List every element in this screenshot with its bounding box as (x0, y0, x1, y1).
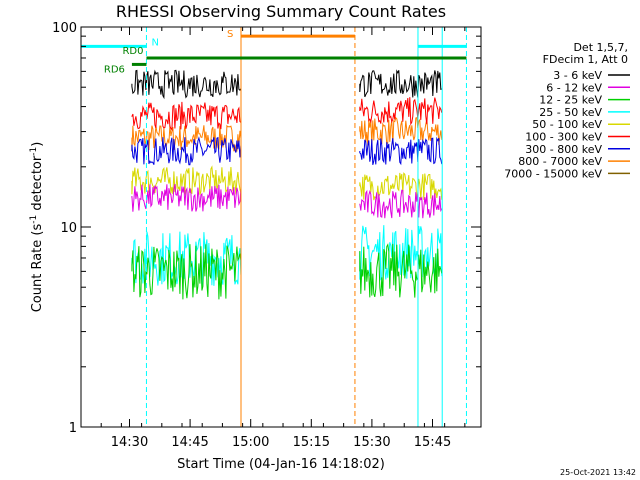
legend-header: Det 1,5,7, (573, 41, 628, 54)
chart-title: RHESSI Observing Summary Count Rates (116, 2, 446, 21)
x-tick-label: 14:45 (171, 435, 208, 450)
trace-800-7000keV (359, 116, 443, 146)
legend-header: FDecim 1, Att 0 (543, 53, 628, 66)
legend-entry: 3 - 6 keV (553, 69, 602, 82)
y-axis-label-mid: detector (30, 155, 45, 215)
interval-label: N (151, 37, 158, 48)
legend-entry: 25 - 50 keV (539, 106, 602, 119)
trace-3-6keV (131, 69, 242, 100)
legend-entry: 300 - 800 keV (525, 143, 602, 156)
trace-6-12keV (131, 184, 242, 212)
y-tick-label: 1 (69, 421, 77, 436)
y-tick-label: 10 (60, 221, 77, 236)
legend-entry: 7000 - 15000 keV (504, 167, 602, 180)
legend-entry: 12 - 25 keV (539, 94, 602, 107)
axes-layer: 14:30 14:45 15:00 15:15 15:30 15:45 1 10 100 (52, 21, 481, 450)
data-layer: N S RD0 RD6 (80, 27, 467, 427)
y-axis-label-sup1: -1 (29, 215, 39, 224)
timestamp-label: 25-Oct-2021 13:42 (560, 468, 636, 477)
x-tick-label: 15:00 (232, 435, 269, 450)
y-axis-label-main: Count Rate (s (30, 224, 45, 313)
legend-entry: 800 - 7000 keV (518, 155, 602, 168)
y-axis-label-end: ) (30, 142, 45, 147)
trace-300-800keV (131, 136, 242, 166)
trace-25-50keV (359, 225, 443, 281)
trace-300-800keV (359, 136, 443, 166)
trace-12-25keV (131, 244, 242, 300)
x-tick-label: 15:45 (414, 435, 451, 450)
interval-label: RD6 (104, 64, 125, 75)
x-tick-label: 15:30 (353, 435, 390, 450)
trace-100-300keV (359, 97, 443, 126)
trace-12-25keV (359, 243, 443, 298)
interval-label: S (227, 29, 233, 40)
x-axis-label: Start Time (04-Jan-16 14:18:02) (177, 457, 385, 472)
y-tick-label: 100 (52, 21, 77, 36)
trace-6-12keV (359, 189, 443, 219)
x-tick-label: 14:30 (111, 435, 148, 450)
y-axis-label-sup2: -1 (29, 147, 39, 156)
y-axis-label: Count Rate (s-1 detector-1) (29, 142, 45, 313)
legend-entry: 50 - 100 keV (532, 118, 602, 131)
x-tick-label: 15:15 (293, 435, 330, 450)
legend-entry: 100 - 300 keV (525, 131, 602, 144)
trace-100-300keV (131, 101, 242, 132)
trace-50-100keV (359, 172, 443, 201)
interval-label: RD0 (122, 46, 143, 57)
trace-3-6keV (359, 69, 442, 98)
legend-entry: 6 - 12 keV (546, 81, 602, 94)
